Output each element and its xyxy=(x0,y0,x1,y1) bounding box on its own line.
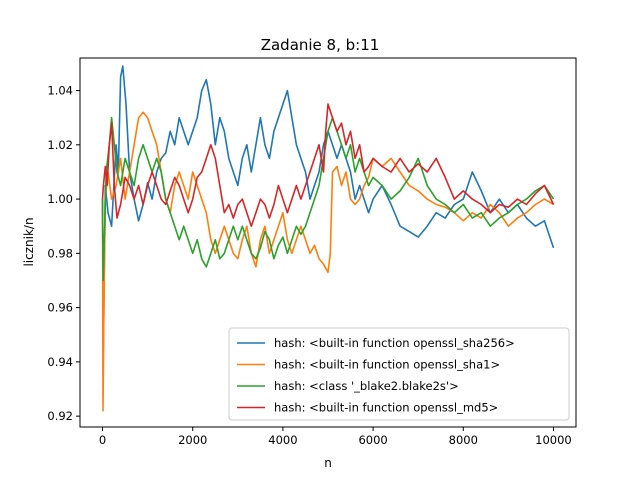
series-line-2 xyxy=(101,111,554,412)
series-line-1 xyxy=(101,65,555,350)
chart-title: Zadanie 8, b:11 xyxy=(261,36,380,54)
x-tick-label: 0 xyxy=(99,433,106,447)
legend-label: hash: <built-in function openssl_sha256> xyxy=(274,336,515,350)
legend-label: hash: <class '_blake2.blake2s'> xyxy=(274,379,459,393)
series-line-3 xyxy=(101,116,555,282)
y-tick-label: 1.02 xyxy=(47,138,73,152)
y-tick-label: 1.00 xyxy=(47,192,73,206)
x-tick-label: 6000 xyxy=(358,433,387,447)
y-tick-label: 0.98 xyxy=(47,246,73,260)
x-tick-label: 4000 xyxy=(268,433,297,447)
y-axis-label: licznik/n xyxy=(22,217,36,266)
legend: hash: <built-in function openssl_sha256>… xyxy=(228,327,570,421)
x-tick-label: 10000 xyxy=(535,433,572,447)
y-tick-label: 0.92 xyxy=(47,409,73,423)
legend-label: hash: <built-in function openssl_md5> xyxy=(274,401,498,415)
plot-frame xyxy=(79,57,577,428)
legend-box xyxy=(228,327,570,421)
series-line-4 xyxy=(101,103,555,227)
x-tick-label: 2000 xyxy=(178,433,207,447)
legend-label: hash: <built-in function openssl_sha1> xyxy=(274,358,500,372)
x-axis-label: n xyxy=(324,456,332,470)
y-tick-label: 0.94 xyxy=(47,355,73,369)
series-layer xyxy=(101,65,555,412)
y-axis-ticks: 0.92 0.94 0.96 0.98 1.00 1.02 1.04 xyxy=(47,84,80,423)
x-axis-ticks: 0 2000 4000 6000 8000 10000 xyxy=(99,427,572,447)
x-tick-label: 8000 xyxy=(449,433,478,447)
y-tick-label: 1.04 xyxy=(47,84,73,98)
y-tick-label: 0.96 xyxy=(47,301,73,315)
